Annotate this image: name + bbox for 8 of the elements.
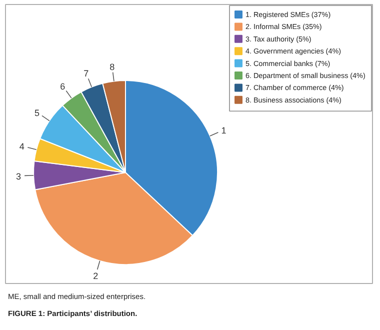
text: 5 xyxy=(34,108,40,118)
text: 1 xyxy=(221,126,226,136)
text: 2 xyxy=(93,270,98,281)
text: 8 xyxy=(110,62,115,72)
text: 3 xyxy=(16,171,22,182)
text: 4 xyxy=(19,141,24,152)
text: 7 xyxy=(84,68,89,79)
text: 6 xyxy=(60,81,66,92)
